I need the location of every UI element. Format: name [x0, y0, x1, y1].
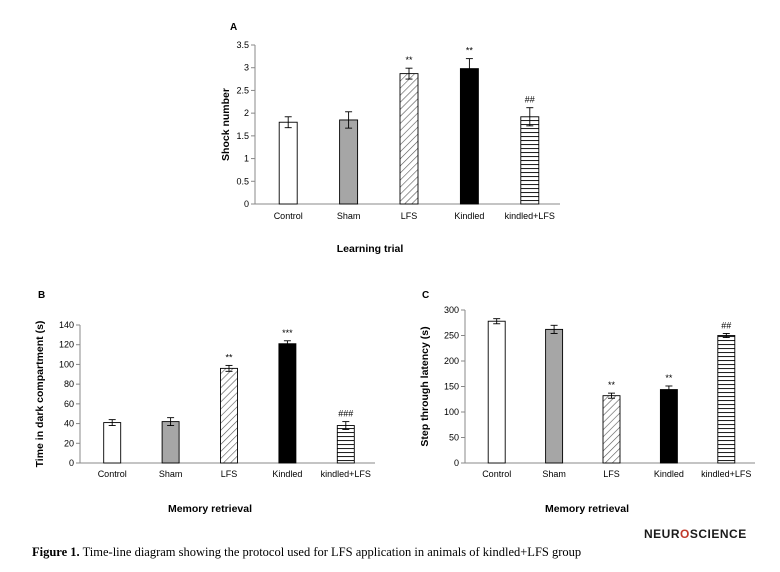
bar-kindled-lfs: [336, 425, 355, 464]
bar-sham: [339, 119, 359, 205]
bar-sham: [545, 328, 564, 464]
significance-label: **: [608, 380, 616, 390]
bar-control: [103, 422, 122, 464]
y-tick-label: 100: [444, 407, 459, 417]
logo-text-left: NEUR: [644, 527, 681, 541]
category-label: Kindled: [272, 469, 302, 479]
figure-caption: Figure 1. Time-line diagram showing the …: [32, 545, 581, 560]
category-label: Sham: [159, 469, 183, 479]
category-label: LFS: [401, 211, 418, 221]
category-label: Control: [274, 211, 303, 221]
y-tick-label: 2.5: [236, 85, 249, 95]
bar-kindled: [459, 68, 479, 205]
category-label: kindled+LFS: [321, 469, 371, 479]
y-axis-label: Step through latency (s): [419, 326, 431, 446]
y-tick-label: 140: [59, 320, 74, 330]
bar-kindled-lfs: [717, 335, 736, 464]
bar-lfs: [220, 367, 238, 464]
figure-canvas: A 0 0.5 1 1.5 2 2.5 3 3.5 Shock number Control Sham…: [34, 22, 755, 515]
panel-label: C: [422, 290, 429, 301]
y-tick-label: 50: [449, 433, 459, 443]
significance-label: **: [665, 373, 673, 383]
y-tick-label: 3.5: [236, 40, 249, 50]
chart-panel-a: A 0 0.5 1 1.5 2 2.5 3 3.5 Shock number Control Sham…: [220, 22, 560, 255]
category-label: kindled+LFS: [701, 469, 751, 479]
category-label: Control: [482, 469, 511, 479]
bar-kindled: [659, 389, 678, 464]
y-axis-label: Time in dark compartment (s): [34, 321, 46, 468]
y-tick-label: 1: [244, 154, 249, 164]
bar-sham: [161, 421, 180, 464]
x-axis-label: Memory retrieval: [168, 503, 252, 515]
y-tick-label: 60: [64, 399, 74, 409]
significance-label: ###: [338, 409, 353, 419]
y-tick-label: 300: [444, 305, 459, 315]
y-tick-label: 200: [444, 356, 459, 366]
bar-lfs: [602, 395, 621, 464]
significance-label: **: [405, 55, 413, 65]
significance-label: ##: [525, 95, 535, 105]
neuroscience-logo: NEUROSCIENCE: [644, 527, 747, 541]
panel-label: A: [230, 22, 237, 33]
bar-lfs: [399, 73, 419, 205]
y-tick-label: 2: [244, 108, 249, 118]
y-tick-label: 150: [444, 382, 459, 392]
category-label: LFS: [603, 469, 620, 479]
y-tick-label: 100: [59, 359, 74, 369]
y-tick-label: 0: [69, 458, 74, 468]
y-tick-label: 20: [64, 438, 74, 448]
y-tick-label: 1.5: [236, 131, 249, 141]
chart-panel-c: C 0 50 100 150 200 250 300 Step through latency …: [419, 290, 755, 515]
y-axis-label: Shock number: [220, 88, 232, 161]
panel-label: B: [38, 290, 45, 301]
significance-label: ##: [721, 320, 731, 330]
category-label: kindled+LFS: [505, 211, 555, 221]
bar-kindled-lfs: [520, 116, 540, 205]
category-label: Control: [98, 469, 127, 479]
y-tick-label: 40: [64, 419, 74, 429]
x-axis-label: Memory retrieval: [545, 503, 629, 515]
category-label: Sham: [337, 211, 361, 221]
y-tick-label: 120: [59, 340, 74, 350]
y-tick-label: 0.5: [236, 176, 249, 186]
chart-panel-b: B 0 20 40 60 80 100 120 140 Time in dark compartm…: [34, 290, 375, 515]
category-label: LFS: [221, 469, 238, 479]
category-label: Kindled: [654, 469, 684, 479]
category-label: Kindled: [454, 211, 484, 221]
y-tick-label: 250: [444, 331, 459, 341]
bar-control: [487, 320, 506, 464]
y-tick-label: 0: [454, 458, 459, 468]
caption-label: Figure 1.: [32, 545, 80, 559]
significance-label: **: [225, 352, 233, 362]
y-tick-label: 3: [244, 63, 249, 73]
significance-label: **: [466, 46, 474, 56]
logo-text-right: SCIENCE: [689, 527, 747, 541]
y-tick-label: 80: [64, 379, 74, 389]
significance-label: ***: [282, 328, 293, 338]
y-tick-label: 0: [244, 199, 249, 209]
bar-control: [278, 121, 298, 205]
caption-text: Time-line diagram showing the protocol u…: [82, 545, 582, 559]
x-axis-label: Learning trial: [337, 243, 404, 255]
logo-brain-mark: O: [680, 527, 690, 541]
bar-kindled: [278, 343, 297, 464]
category-label: Sham: [542, 469, 566, 479]
